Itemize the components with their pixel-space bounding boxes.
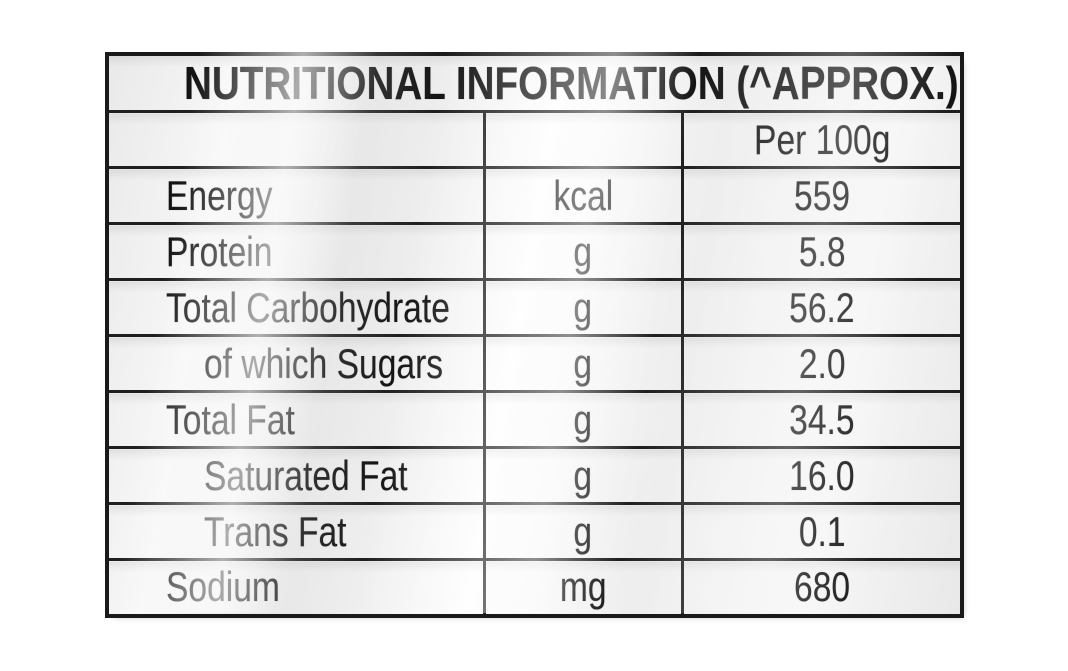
unit-label: g [482, 334, 684, 393]
table-row-total-fat: Total Fat g 34.5 [105, 390, 964, 449]
table-title-text: NUTRITIONAL INFORMATION (^APPROX.): [183, 57, 962, 109]
unit-label: g [482, 502, 684, 561]
table-title-row: NUTRITIONAL INFORMATION (^APPROX.): [105, 52, 964, 113]
amount-value: 680 [680, 558, 964, 617]
amount-value: 56.2 [680, 278, 964, 337]
unit-label: g [482, 278, 684, 337]
table-row-trans-fat: Trans Fat g 0.1 [105, 502, 964, 561]
amount-value: 16.0 [680, 446, 964, 505]
nutrient-label: Trans Fat [105, 502, 486, 561]
empty-unit-header-cell [482, 110, 684, 169]
amount-value: 559 [680, 166, 964, 225]
nutrient-label: Energy [105, 166, 486, 225]
nutrition-table: NUTRITIONAL INFORMATION (^APPROX.): Per … [105, 52, 964, 618]
unit-label: g [482, 222, 684, 281]
nutrition-label: NUTRITIONAL INFORMATION (^APPROX.): Per … [105, 52, 964, 618]
nutrient-label: Saturated Fat [105, 446, 486, 505]
amount-value: 34.5 [680, 390, 964, 449]
empty-header-cell [105, 110, 486, 169]
unit-label: kcal [482, 166, 684, 225]
nutrient-label: of which Sugars [105, 334, 486, 393]
table-title: NUTRITIONAL INFORMATION (^APPROX.): [105, 52, 964, 113]
amount-value: 2.0 [680, 334, 964, 393]
nutrient-label: Sodium [105, 558, 486, 617]
table-row-energy: Energy kcal 559 [105, 166, 964, 225]
table-row-total-carbohydrate: Total Carbohydrate g 56.2 [105, 278, 964, 337]
nutrient-label: Protein [105, 222, 486, 281]
nutrient-label: Total Carbohydrate [105, 278, 486, 337]
per-100g-header: Per 100g [680, 110, 964, 169]
nutrient-label: Total Fat [105, 390, 486, 449]
unit-label: mg [482, 558, 684, 617]
unit-label: g [482, 446, 684, 505]
table-row-saturated-fat: Saturated Fat g 16.0 [105, 446, 964, 505]
unit-label: g [482, 390, 684, 449]
table-row-protein: Protein g 5.8 [105, 222, 964, 281]
table-row-of-which-sugars: of which Sugars g 2.0 [105, 334, 964, 393]
table-row-sodium: Sodium mg 680 [105, 558, 964, 617]
amount-value: 5.8 [680, 222, 964, 281]
amount-value: 0.1 [680, 502, 964, 561]
column-header-row: Per 100g [105, 110, 964, 169]
